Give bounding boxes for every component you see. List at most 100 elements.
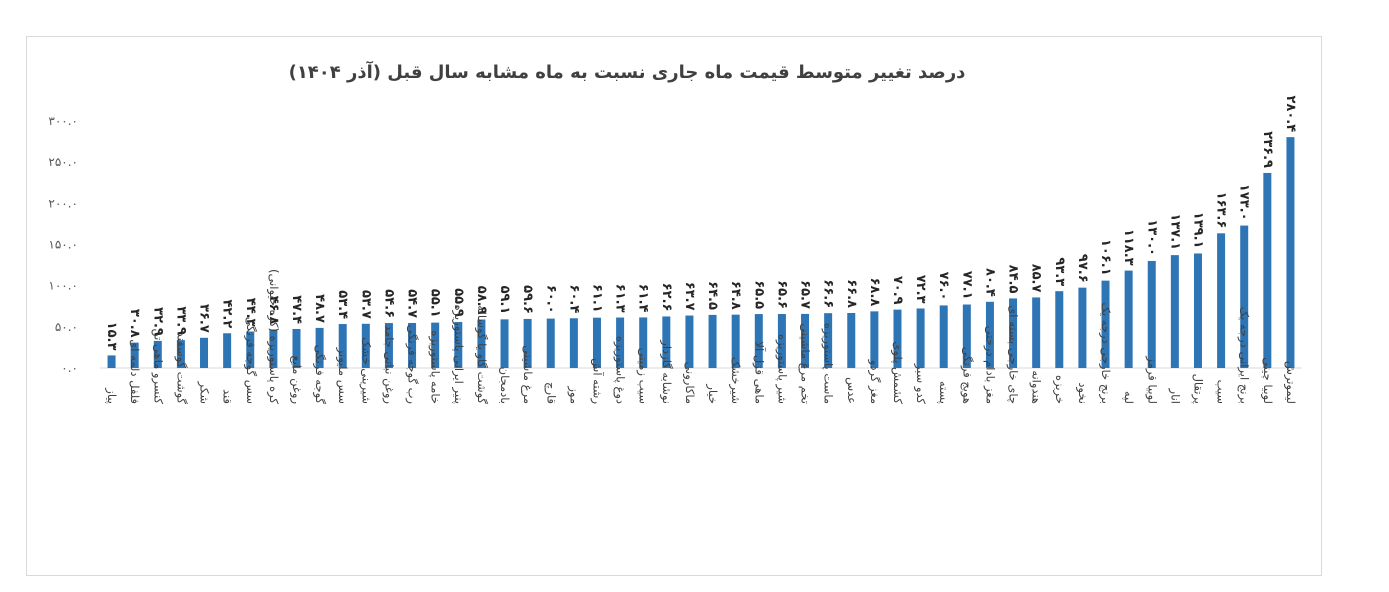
x-tick-label: سیب [1215, 380, 1229, 404]
data-label: ۵۹.۶ [520, 285, 535, 314]
data-label: ۲۸۰.۴ [1283, 95, 1298, 132]
bar [1263, 172, 1272, 368]
x-tick-label: کنسرو ماهی تن [150, 328, 165, 404]
bar [1101, 280, 1110, 368]
data-label: ۳۰.۸ [127, 309, 142, 338]
y-tick-label: ۰.۰ [61, 361, 78, 375]
x-tick-label: ماهی قزل آلا [751, 341, 766, 404]
x-tick-label: فلفل دلمه ای [128, 339, 142, 404]
y-tick-label: ۲۰۰.۰ [48, 196, 78, 210]
x-tick-label: چای خارجی بسته ای [1006, 305, 1021, 404]
x-tick-label: انار [1167, 388, 1182, 404]
bar [662, 316, 671, 368]
x-tick-label: ماکارونی [682, 361, 697, 404]
data-label: ۵۴.۷ [405, 289, 420, 318]
data-label: ۴۶.۸ [266, 296, 281, 325]
data-label: ۶۱.۱ [589, 284, 604, 313]
x-tick-label: بادمجان [498, 367, 512, 404]
x-tick-label: لوبیا قرمز [1144, 355, 1159, 404]
bar [1193, 253, 1202, 368]
data-label: ۱۳۰.۰ [1144, 219, 1159, 256]
bar [893, 309, 902, 368]
bar [454, 321, 463, 368]
x-tick-label: لوبیا چیتی [1260, 357, 1275, 404]
bar [1009, 298, 1018, 368]
data-label: ۶۲.۶ [659, 283, 674, 312]
x-tick-label: پسته [937, 381, 951, 404]
data-label: ۶۶.۶ [821, 279, 836, 308]
bar [1286, 137, 1295, 368]
x-tick-label: هندوانه [1029, 370, 1044, 404]
x-tick-label: عدس [844, 377, 859, 404]
data-label: ۱۱۸.۳ [1121, 229, 1136, 266]
data-label: ۲۳۶.۹ [1260, 131, 1275, 168]
data-label: ۳۳.۹ [173, 306, 188, 335]
x-tick-label: برنج ایرانی درجه یک [1237, 307, 1252, 404]
bar [546, 318, 555, 368]
x-tick-label: سس مایونز [335, 347, 350, 404]
data-label: ۶۵.۷ [798, 280, 813, 309]
data-label: ۷۶.۰ [936, 272, 951, 301]
x-tick-label: مغز بادام درختی [982, 326, 997, 404]
x-tick-label: کره پاستوریزه (کره حیوانی) [266, 269, 281, 405]
x-tick-label: خیار [705, 383, 720, 404]
bar [1240, 225, 1249, 368]
data-label: ۷۲.۳ [913, 275, 928, 304]
x-tick-label: مرغ ماشینی [520, 345, 535, 404]
bar [731, 314, 740, 368]
data-label: ۱۳۹.۱ [1190, 212, 1205, 249]
bar [384, 323, 393, 368]
data-label: ۱۳۷.۱ [1167, 213, 1182, 250]
x-tick-label: ماست پاستوریزه [821, 323, 836, 404]
x-tick-label: گوشت گوسفند [173, 332, 188, 405]
x-tick-label: نوشابه گازدار [659, 339, 674, 404]
data-label: ۴۴.۳ [243, 298, 258, 327]
bar [107, 355, 116, 368]
data-label: ۹۳.۳ [1052, 257, 1067, 286]
data-label: ۵۸.۹ [474, 286, 489, 315]
bar [847, 313, 856, 368]
bar [639, 317, 648, 368]
data-label: ۶۳.۷ [682, 282, 697, 311]
bar [985, 301, 994, 368]
data-label: ۴۸.۷ [312, 294, 327, 323]
data-label: ۹۷.۶ [1075, 254, 1090, 283]
bar [1170, 255, 1179, 368]
bar [315, 327, 324, 368]
data-label: ۸۵.۷ [1029, 264, 1044, 293]
data-label: ۷۷.۱ [959, 271, 974, 300]
data-label: ۶۰.۴ [566, 285, 581, 314]
data-label: ۶۵.۵ [751, 280, 766, 309]
bar [176, 340, 185, 368]
bar [1147, 260, 1156, 368]
bar [1055, 291, 1064, 368]
data-label: ۶۱.۴ [636, 284, 651, 313]
y-tick-label: ۵۰.۰ [55, 320, 78, 334]
x-tick-label: شیرخشک [728, 357, 743, 404]
bar [1217, 233, 1226, 368]
x-tick-label: رشته آش [589, 358, 604, 404]
x-tick-label: شیر پاستوریزه [774, 334, 789, 404]
x-tick-label: روغن مایع [289, 355, 304, 404]
data-label: ۵۵.۱ [428, 289, 443, 318]
data-label: ۸۴.۵ [1006, 265, 1021, 294]
y-tick-label: ۳۰۰.۰ [48, 114, 78, 128]
bar [1032, 297, 1041, 368]
bar [292, 328, 301, 368]
bar [777, 313, 786, 368]
bar [939, 305, 948, 368]
data-label: ۳۲.۹ [150, 307, 165, 336]
bar [500, 319, 509, 368]
x-tick-label: موز [566, 385, 581, 404]
bar [431, 322, 440, 368]
data-label: ۶۱.۳ [613, 284, 628, 313]
x-tick-label: شیرینی خشک [358, 337, 373, 404]
x-tick-label: گوشت گاو یا گوساله [474, 305, 489, 404]
data-label: ۴۲.۲ [220, 300, 235, 329]
y-tick-label: ۲۵۰.۰ [48, 155, 78, 169]
x-tick-label: گوجه فرنگی [312, 345, 327, 405]
x-tick-label: قارچ [543, 382, 558, 404]
data-label: ۵۳.۷ [358, 290, 373, 319]
bar [523, 318, 532, 368]
